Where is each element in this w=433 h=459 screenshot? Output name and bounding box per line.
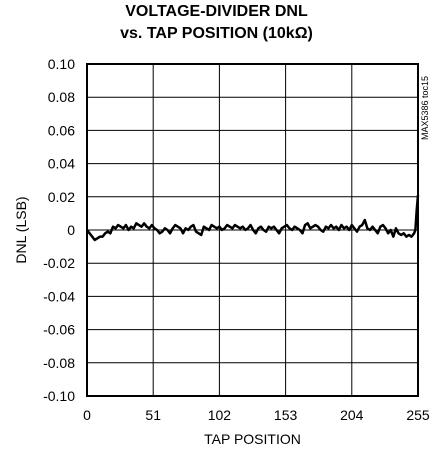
chart-annotation: MAX5386 toc15: [420, 76, 430, 140]
x-axis-label: TAP POSITION: [204, 431, 301, 447]
y-tick-label: -0.08: [43, 355, 75, 371]
y-tick-label: -0.10: [43, 388, 75, 404]
x-tick-label: 0: [83, 407, 91, 423]
x-tick-label: 153: [274, 407, 298, 423]
y-tick-label: -0.02: [43, 255, 75, 271]
y-tick-label: 0.06: [48, 122, 75, 138]
x-tick-label: 102: [208, 407, 232, 423]
chart-title-line-1: VOLTAGE-DIVIDER DNL: [125, 3, 308, 20]
y-tick-label: 0: [67, 222, 75, 238]
y-tick-labels: 0.10 0.08 0.06 0.04 0.02 0 -0.02 -0.04 -0.06 -0.0…: [43, 56, 75, 404]
y-tick-label: 0.02: [48, 189, 75, 205]
x-tick-label: 255: [406, 407, 430, 423]
chart-title-line-2: vs. TAP POSITION (10kΩ): [120, 25, 313, 42]
y-tick-label: 0.08: [48, 89, 75, 105]
x-tick-label: 204: [340, 407, 364, 423]
y-axis-label: DNL (LSB): [13, 196, 29, 263]
x-tick-labels: 0 51 102 153 204 255: [83, 407, 430, 423]
series-line: [86, 195, 420, 242]
x-tick-label: 51: [145, 407, 161, 423]
y-tick-label: 0.10: [48, 56, 75, 72]
y-tick-label: -0.04: [43, 288, 75, 304]
y-tick-label: -0.06: [43, 322, 75, 338]
y-tick-label: 0.04: [48, 156, 75, 172]
